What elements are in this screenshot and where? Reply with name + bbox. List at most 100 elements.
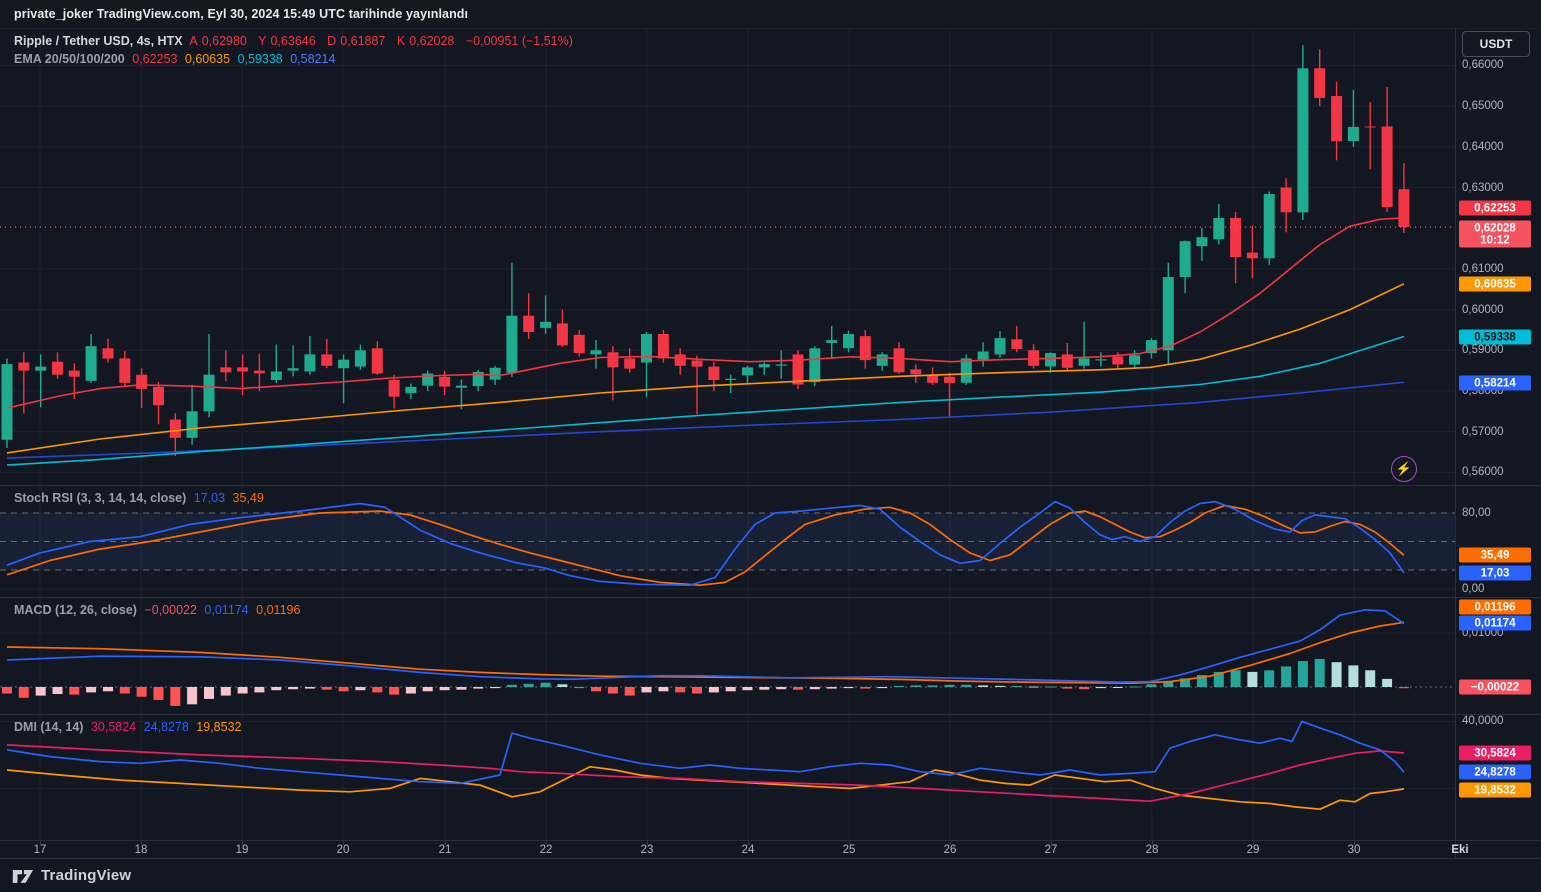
close-value: 0,62028 (409, 34, 455, 48)
time-label: 30 (1347, 844, 1361, 856)
tradingview-logo-icon (12, 870, 34, 883)
time-tick (748, 841, 749, 845)
stoch-k-value: 17,03 (193, 491, 226, 505)
symbol-title[interactable]: Ripple / Tether USD, 4s, HTX (14, 34, 183, 48)
time-label: 20 (336, 844, 350, 856)
time-tick (546, 841, 547, 845)
time-label: 19 (235, 844, 249, 856)
macd-hist-value: −0,00022 (144, 603, 197, 617)
dmi-adx-value: 30,5824 (90, 720, 137, 734)
dmi-legend[interactable]: DMI (14, 14) 30,5824 24,8278 19,8532 (14, 720, 245, 734)
footer-separator (0, 858, 1541, 859)
change-value: −0,00951 (−1,51%) (465, 34, 573, 48)
published-text: private_joker TradingView.com, Eyl 30, 2… (14, 7, 469, 21)
time-label: 24 (741, 844, 755, 856)
price-badge: 0,62253 (1459, 200, 1531, 216)
dmi-plusdi-value: 24,8278 (143, 720, 189, 734)
time-label: 26 (943, 844, 957, 856)
axis-label: 0,66000 (1462, 59, 1504, 72)
price-badge: 19,8532 (1459, 782, 1531, 798)
footer-bar: TradingView (0, 859, 1541, 892)
tradingview-logo[interactable]: TradingView (12, 866, 131, 885)
price-badge: 0,01196 (1459, 599, 1531, 615)
time-axis[interactable]: 17 18 19 20 21 22 23 24 25 26 27 28 29 30 Eki (0, 841, 1541, 858)
price-scale-separator (1455, 28, 1456, 858)
main-price-pane[interactable] (0, 28, 1455, 485)
axis-label: 0,56000 (1462, 466, 1504, 479)
pane-separator[interactable] (0, 597, 1541, 598)
time-tick (1051, 841, 1052, 845)
countdown-timer: 10:12 (1480, 234, 1510, 246)
stoch-legend[interactable]: Stoch RSI (3, 3, 14, 14, close) 17,03 35… (14, 491, 268, 505)
macd-line-value: 0,01174 (204, 603, 249, 617)
time-label: 18 (134, 844, 148, 856)
stoch-title: Stoch RSI (3, 3, 14, 14, close) (14, 491, 187, 505)
stoch-rsi-pane[interactable] (0, 485, 1455, 597)
time-tick (40, 841, 41, 845)
axis-label: 0,64000 (1462, 140, 1504, 153)
ema-title: EMA 20/50/100/200 (14, 52, 125, 66)
time-label: 17 (33, 844, 47, 856)
time-label: 27 (1044, 844, 1058, 856)
ema100-value: 0,59338 (237, 52, 283, 66)
macd-title: MACD (12, 26, close) (14, 603, 137, 617)
ema50-value: 0,60635 (184, 52, 231, 66)
price-badge: 0,62028 10:12 (1459, 220, 1531, 248)
pane-separator[interactable] (0, 714, 1541, 715)
price-badge: 24,8278 (1459, 764, 1531, 780)
axis-label: 0,65000 (1462, 100, 1504, 113)
dmi-title: DMI (14, 14) (14, 720, 84, 734)
axis-label: 0,00 (1462, 583, 1485, 595)
time-label: 29 (1246, 844, 1260, 856)
price-scale-currency-button[interactable]: USDT (1462, 31, 1530, 57)
price-badge: 35,49 (1459, 547, 1531, 563)
price-badge: 0,01174 (1459, 615, 1531, 631)
published-bar: private_joker TradingView.com, Eyl 30, 2… (0, 0, 1541, 29)
axis-label: 0,59000 (1462, 344, 1504, 357)
time-label: 25 (842, 844, 856, 856)
axis-label: 0,01000 (1462, 627, 1504, 639)
time-tick (445, 841, 446, 845)
time-tick (343, 841, 344, 845)
axis-label: 0,63000 (1462, 181, 1504, 194)
macd-pane[interactable] (0, 597, 1455, 714)
time-label: Eki (1451, 844, 1469, 856)
axis-label: 40,0000 (1462, 715, 1504, 728)
time-label: 23 (640, 844, 654, 856)
tradingview-logo-text: TradingView (41, 867, 132, 884)
axis-label: 0,60000 (1462, 303, 1504, 316)
time-label: 28 (1145, 844, 1159, 856)
time-label: 22 (539, 844, 553, 856)
axis-label: 0,58000 (1462, 385, 1504, 397)
lightning-trade-icon[interactable]: ⚡ (1391, 456, 1417, 482)
time-label: 21 (438, 844, 452, 856)
candles-layer (1, 45, 1410, 457)
open-value: 0,62980 (201, 34, 247, 48)
price-badge: 0,58214 (1459, 375, 1531, 391)
macd-legend[interactable]: MACD (12, 26, close) −0,00022 0,01174 0,… (14, 603, 304, 617)
ema-legend[interactable]: EMA 20/50/100/200 0,62253 0,60635 0,5933… (14, 52, 339, 66)
pane-separator[interactable] (0, 485, 1541, 486)
ema20-value: 0,62253 (132, 52, 178, 66)
time-tick (647, 841, 648, 845)
time-tick (242, 841, 243, 845)
macd-histogram (2, 658, 1409, 706)
axis-label: 0,61000 (1462, 262, 1504, 275)
time-tick (950, 841, 951, 845)
axis-label: 0,57000 (1462, 425, 1504, 438)
time-tick (849, 841, 850, 845)
axis-label: 80,00 (1462, 507, 1491, 519)
low-value: 0,61887 (340, 34, 386, 48)
time-tick (141, 841, 142, 845)
price-badge: −0,00022 (1459, 679, 1531, 695)
time-tick (1354, 841, 1355, 845)
price-badge: 30,5824 (1459, 745, 1531, 761)
stoch-d-value: 35,49 (232, 491, 264, 505)
dmi-minusdi-value: 19,8532 (196, 720, 242, 734)
time-axis-separator (0, 840, 1541, 841)
high-value: 0,63646 (270, 34, 316, 48)
price-badge: 17,03 (1459, 565, 1531, 581)
dmi-pane[interactable] (0, 714, 1455, 840)
